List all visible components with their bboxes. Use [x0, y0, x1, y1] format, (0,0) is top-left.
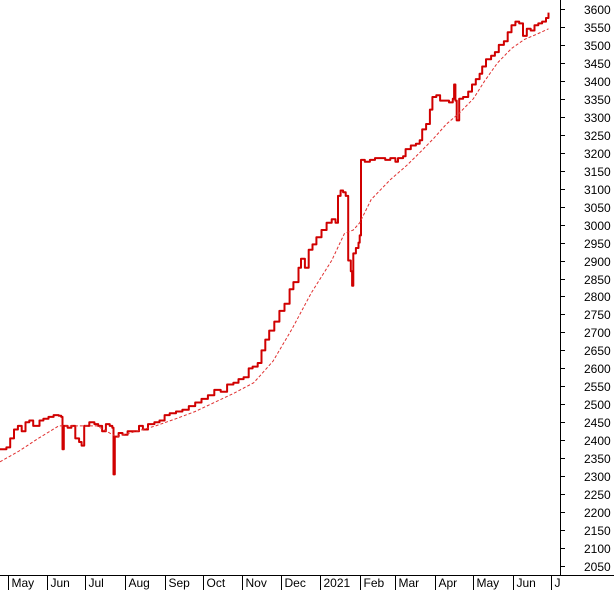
y-tick-label: 3350: [584, 93, 611, 107]
y-tick-label: 3250: [584, 129, 611, 143]
y-tick-label: 3600: [584, 3, 611, 17]
y-tick-label: 3200: [584, 147, 611, 161]
y-tick-label: 3500: [584, 39, 611, 53]
y-tick-label: 3400: [584, 75, 611, 89]
x-tick-label: Jun: [517, 576, 536, 590]
x-tick-label: 2021: [324, 576, 351, 590]
y-tick-label: 2300: [584, 470, 611, 484]
y-tick-label: 3550: [584, 21, 611, 35]
x-tick-label: J: [555, 576, 561, 590]
y-tick-label: 3000: [584, 219, 611, 233]
x-tick-label: Oct: [207, 576, 226, 590]
y-tick-label: 3450: [584, 57, 611, 71]
x-tick-label: Nov: [246, 576, 267, 590]
y-tick-label: 2350: [584, 452, 611, 466]
y-tick-label: 2650: [584, 344, 611, 358]
x-tick-label: Mar: [399, 576, 420, 590]
y-tick-label: 2550: [584, 380, 611, 394]
y-tick-label: 2600: [584, 362, 611, 376]
y-tick-label: 2850: [584, 273, 611, 287]
x-tick-label: Aug: [129, 576, 150, 590]
y-tick-label: 3050: [584, 201, 611, 215]
x-tick-label: Dec: [285, 576, 306, 590]
series-layer: [0, 12, 550, 476]
x-tick-label: Apr: [439, 576, 458, 590]
series-average-line: [0, 28, 549, 463]
y-tick-label: 3100: [584, 183, 611, 197]
x-tick-label: Sep: [169, 576, 191, 590]
y-tick-label: 2200: [584, 506, 611, 520]
y-tick-label: 2700: [584, 326, 611, 340]
y-tick-label: 2800: [584, 290, 611, 304]
y-tick-label: 2900: [584, 255, 611, 269]
y-tick-label: 2950: [584, 237, 611, 251]
y-tick-label: 2050: [584, 560, 611, 574]
x-tick-label: May: [477, 576, 500, 590]
y-tick-label: 2750: [584, 308, 611, 322]
y-tick-label: 3150: [584, 165, 611, 179]
x-tick-label: Jul: [89, 576, 104, 590]
y-tick-label: 2250: [584, 488, 611, 502]
y-tick-label: 2150: [584, 524, 611, 538]
y-tick-label: 2450: [584, 416, 611, 430]
y-tick-label: 3300: [584, 111, 611, 125]
y-tick-label: 2100: [584, 542, 611, 556]
y-tick-label: 2500: [584, 398, 611, 412]
series-price-line: [0, 12, 550, 476]
y-tick-label: 2400: [584, 434, 611, 448]
x-tick-label: Jun: [51, 576, 70, 590]
x-tick-label: May: [12, 576, 35, 590]
x-tick-label: Feb: [364, 576, 385, 590]
